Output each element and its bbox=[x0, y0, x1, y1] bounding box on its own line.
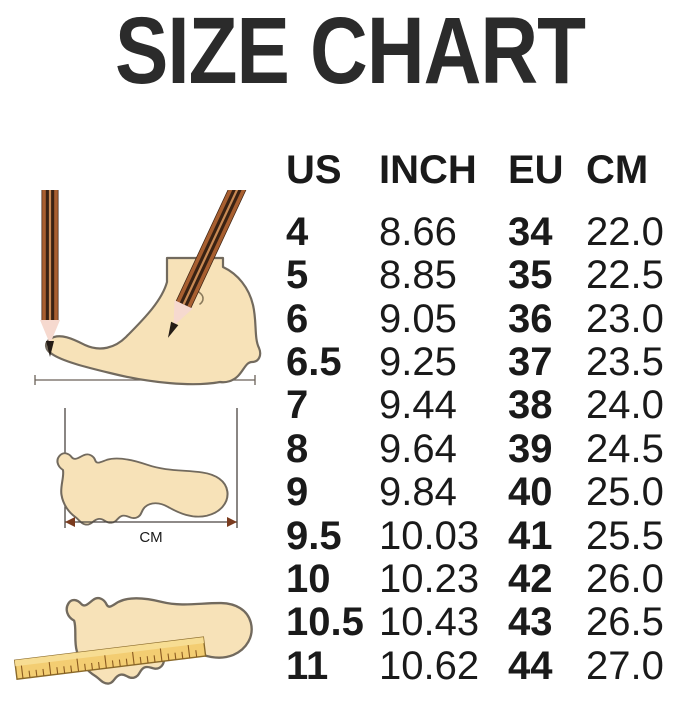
svg-text:CM: CM bbox=[139, 529, 162, 546]
